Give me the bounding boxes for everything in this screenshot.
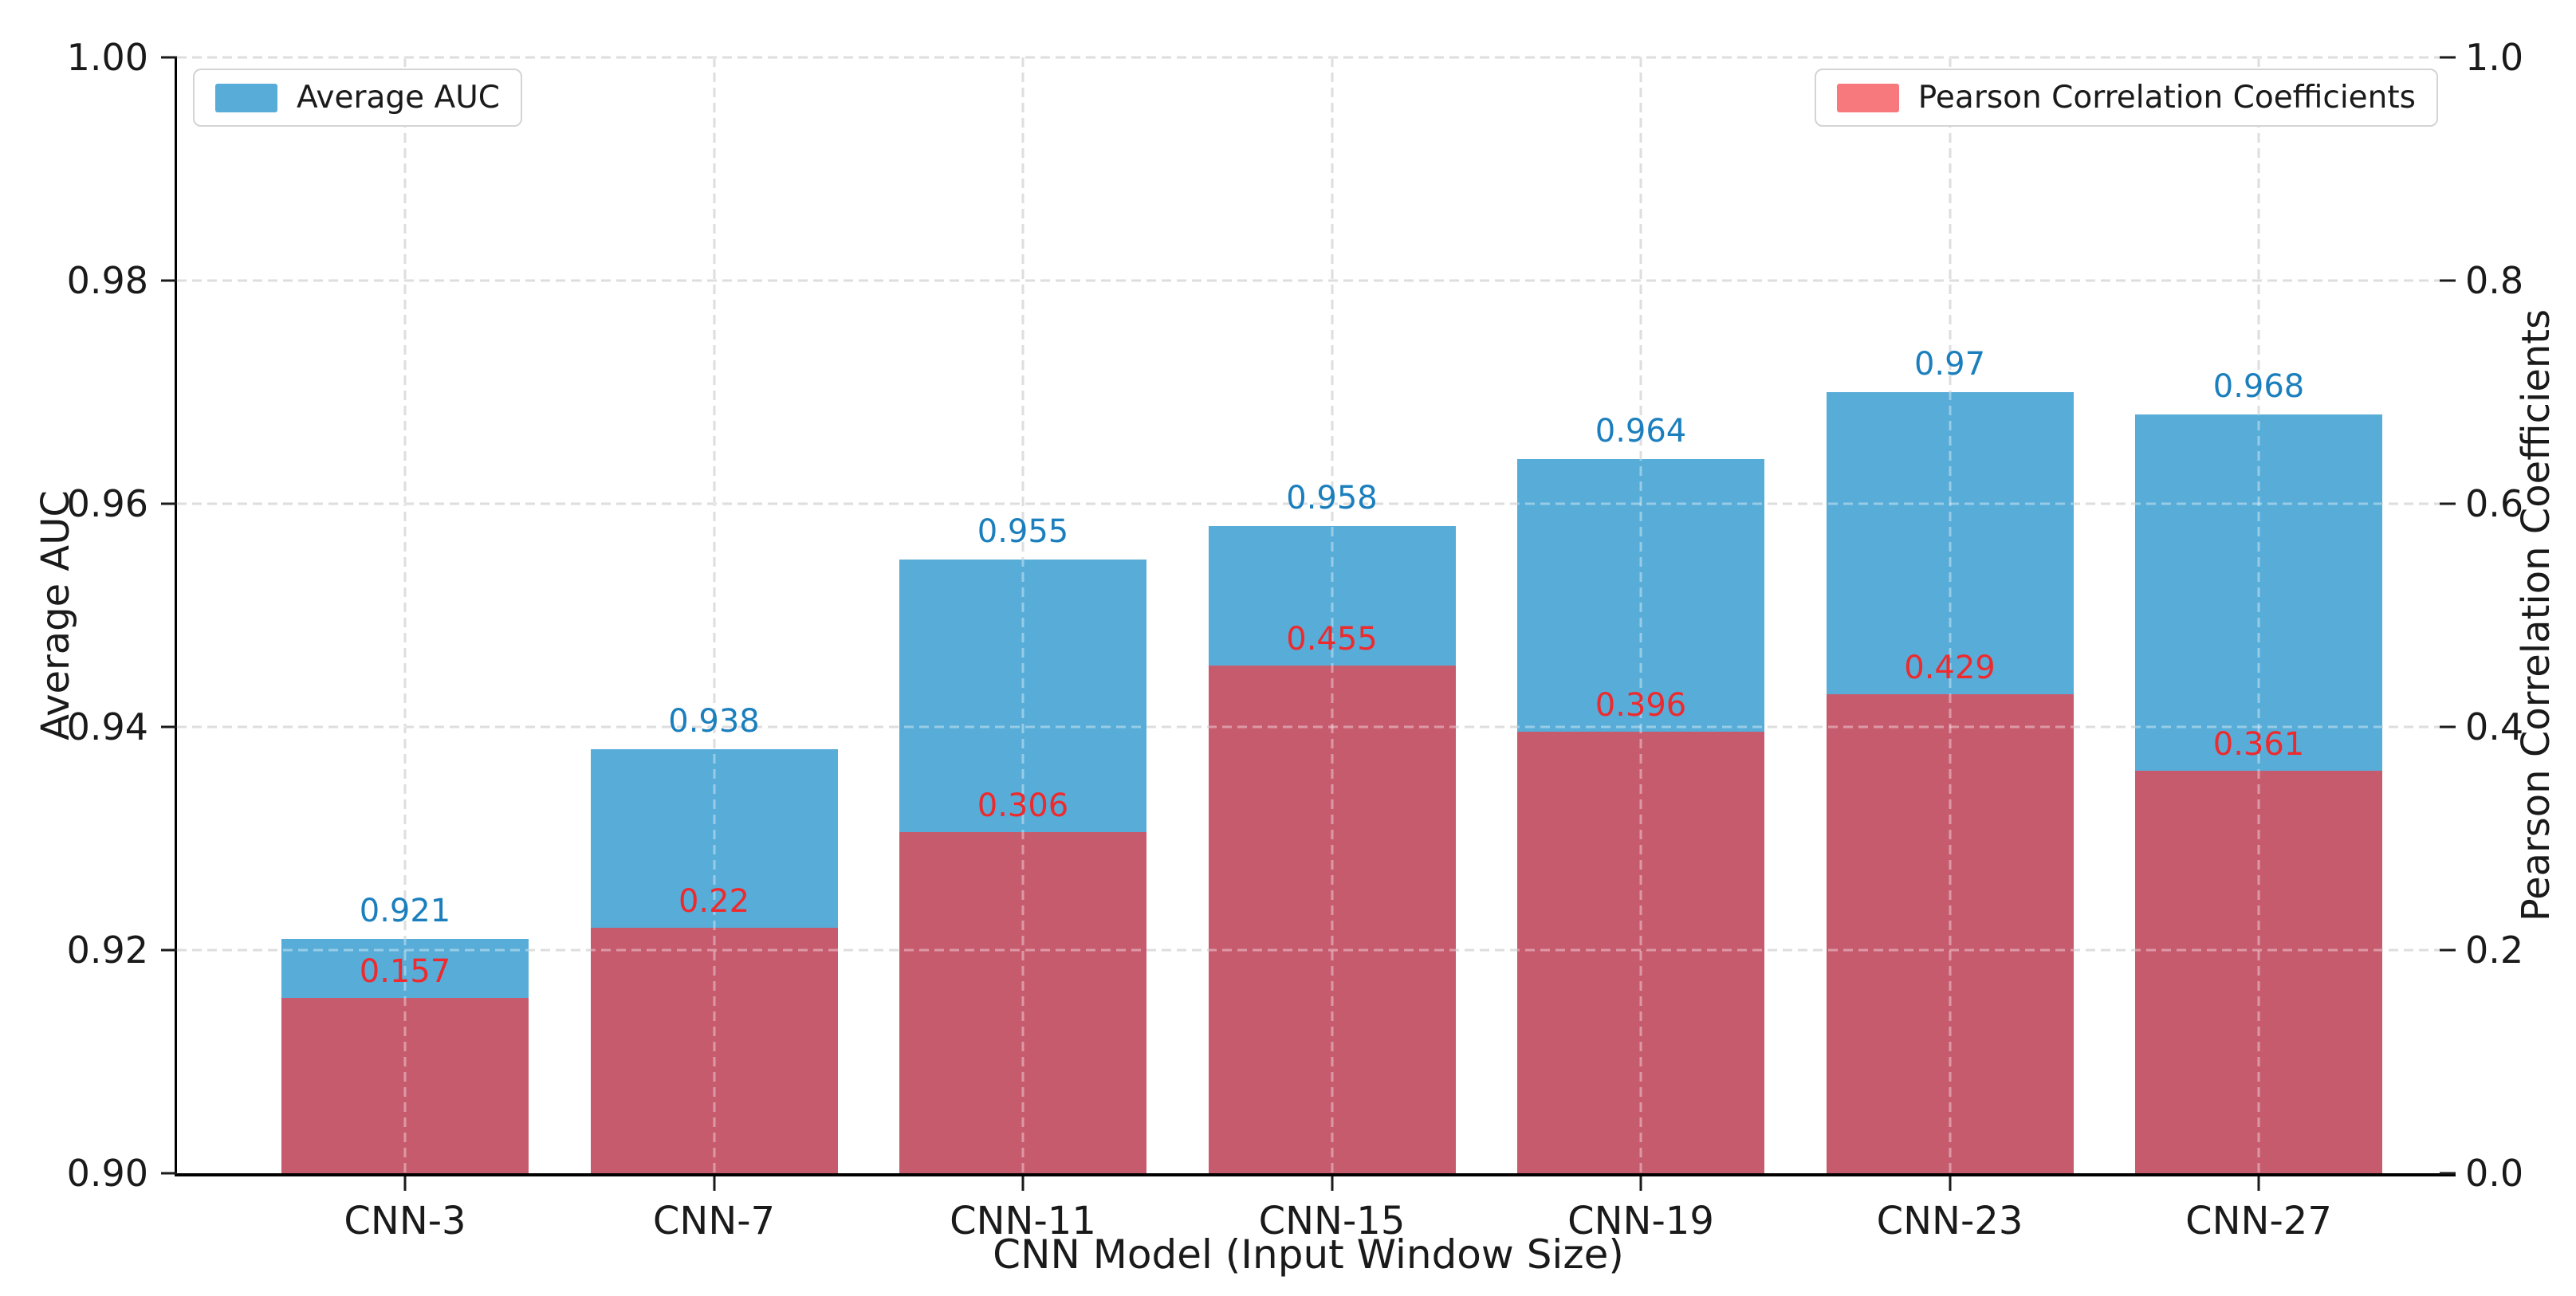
left-axis-tick <box>161 56 177 59</box>
left-axis-tick <box>161 725 177 729</box>
x-tick-label: CNN-3 <box>344 1199 466 1243</box>
v-gridline-overlay <box>1949 57 1951 1173</box>
right-axis-tick-label: 1.0 <box>2465 36 2524 79</box>
right-axis-tick <box>2440 725 2456 729</box>
left-axis-tick <box>161 1172 177 1175</box>
h-gridline <box>177 502 2440 505</box>
v-gridline-overlay <box>1021 57 1025 1173</box>
left-axis-spine <box>175 57 177 1176</box>
h-gridline-overlay <box>177 948 2440 952</box>
right-axis-tick <box>2440 279 2456 282</box>
average-auc-value-label: 0.97 <box>1913 346 1986 383</box>
v-gridline-overlay <box>1331 57 1333 1173</box>
legend-average-auc-label: Average AUC <box>297 80 501 116</box>
plot-area: 0.921 0.157 0.938 0.22 0.955 0.306 0.958 0.455 0… <box>67 36 2524 1243</box>
average-auc-swatch <box>215 83 277 112</box>
bottom-axis-tick <box>1021 1176 1025 1191</box>
legend-pearson: Pearson Correlation Coefficients <box>1814 69 2438 127</box>
right-axis-tick <box>2440 1172 2456 1175</box>
pearson-value-label: 0.396 <box>1595 686 1687 724</box>
right-axis-tick <box>2440 948 2456 952</box>
h-gridline <box>177 279 2440 282</box>
average-auc-value-label: 0.955 <box>977 513 1069 550</box>
pearson-value-label: 0.429 <box>1904 650 1996 687</box>
pearson-value-label: 0.22 <box>678 883 750 920</box>
right-axis-tick-label: 0.6 <box>2465 482 2524 525</box>
pearson-bar <box>590 928 838 1173</box>
pearson-bar <box>281 998 529 1173</box>
pearson-swatch <box>1836 83 1899 112</box>
right-axis-tick-label: 0.4 <box>2465 705 2524 748</box>
left-axis-tick <box>161 279 177 282</box>
right-axis-tick <box>2440 56 2456 59</box>
bottom-axis-tick <box>713 1176 715 1191</box>
v-gridline <box>403 57 407 1173</box>
h-gridline <box>177 56 2440 59</box>
h-gridline-overlay <box>177 725 2440 729</box>
x-tick-label: CNN-7 <box>652 1199 776 1243</box>
x-tick-label: CNN-11 <box>950 1199 1096 1243</box>
bottom-axis-spine <box>175 1173 2456 1176</box>
left-axis-tick-label: 0.96 <box>66 482 148 525</box>
x-tick-label: CNN-27 <box>2185 1199 2332 1243</box>
average-auc-value-label: 0.964 <box>1595 413 1687 450</box>
average-auc-value-label: 0.921 <box>359 893 451 929</box>
v-gridline-overlay <box>1639 57 1642 1173</box>
v-gridline-overlay <box>403 57 407 1173</box>
bottom-axis-tick <box>1949 1176 1951 1191</box>
x-tick-label: CNN-23 <box>1876 1199 2023 1243</box>
right-y-axis-label: Pearson Correlation Coefficients <box>2514 308 2558 922</box>
average-auc-value-label: 0.968 <box>2212 368 2305 405</box>
left-axis-tick-label: 0.92 <box>66 929 148 972</box>
right-axis-tick-label: 0.0 <box>2465 1152 2524 1195</box>
pearson-value-label: 0.455 <box>1286 621 1378 658</box>
right-axis-tick <box>2440 502 2456 505</box>
right-axis-tick-label: 0.2 <box>2465 929 2524 972</box>
bottom-axis-tick <box>1639 1176 1642 1191</box>
pearson-bar <box>1826 694 2074 1173</box>
right-axis-tick-label: 0.8 <box>2465 259 2524 302</box>
pearson-bar <box>899 831 1146 1173</box>
h-gridline-overlay <box>177 502 2440 505</box>
left-y-axis-label: Average AUC <box>33 490 78 740</box>
v-gridline-overlay <box>713 57 715 1173</box>
v-gridline-overlay <box>2257 57 2260 1173</box>
left-axis-tick-label: 0.94 <box>66 705 148 748</box>
pearson-value-label: 0.361 <box>2212 725 2305 763</box>
pearson-bar <box>1517 731 1764 1173</box>
x-tick-label: CNN-19 <box>1567 1199 1714 1243</box>
left-axis-tick <box>161 948 177 952</box>
pearson-bar <box>2135 770 2382 1173</box>
legend-pearson-label: Pearson Correlation Coefficients <box>1917 80 2416 116</box>
left-axis-tick-label: 0.90 <box>66 1152 148 1195</box>
x-axis-label: CNN Model (Input Window Size) <box>993 1231 1624 1278</box>
average-auc-value-label: 0.958 <box>1286 480 1378 516</box>
bottom-axis-tick <box>1331 1176 1333 1191</box>
left-axis-tick-label: 0.98 <box>66 259 148 302</box>
legend-average-auc: Average AUC <box>193 69 523 127</box>
h-gridline-overlay <box>177 279 2440 282</box>
average-auc-value-label: 0.938 <box>668 703 760 740</box>
bottom-axis-tick <box>2257 1176 2260 1191</box>
bottom-axis-tick <box>403 1176 407 1191</box>
v-gridline <box>713 57 715 1173</box>
x-tick-label: CNN-15 <box>1258 1199 1406 1243</box>
pearson-bar <box>1208 666 1456 1173</box>
left-axis-tick <box>161 502 177 505</box>
left-axis-tick-label: 1.00 <box>66 36 148 79</box>
pearson-value-label: 0.306 <box>977 787 1069 824</box>
pearson-value-label: 0.157 <box>359 953 451 991</box>
h-gridline-overlay <box>177 56 2440 59</box>
